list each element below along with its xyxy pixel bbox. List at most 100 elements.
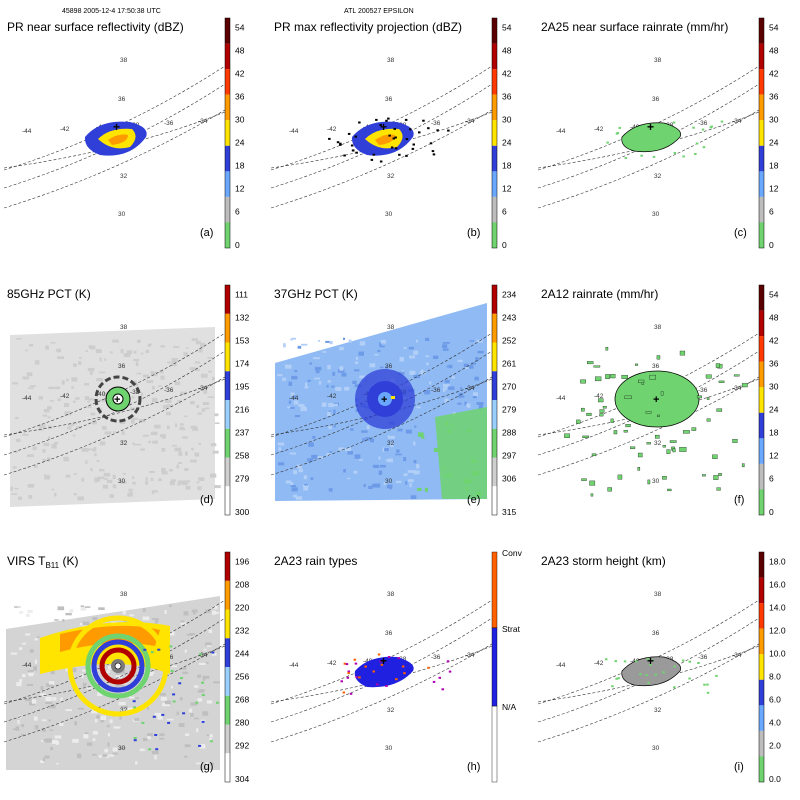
colorbar-label: 18: [769, 161, 779, 171]
colorbar-segment: [492, 313, 497, 343]
lat-tick-label: 30: [652, 211, 660, 218]
lon-tick-label: -44: [556, 662, 566, 669]
colorbar-segment: [225, 18, 230, 44]
colorbar-label: 54: [769, 23, 779, 33]
colorbar-label: 132: [235, 313, 249, 323]
colorbar-label: 220: [235, 603, 249, 613]
storm-center-icon: +: [647, 654, 654, 668]
colorbar-segment: [491, 551, 498, 629]
colorbar-segment: [492, 69, 497, 95]
colorbar-label: 279: [235, 474, 249, 484]
colorbar-label: 304: [235, 774, 249, 784]
colorbar-label: 111: [235, 290, 248, 300]
colorbar-label: 297: [502, 451, 516, 461]
colorbar-label: 18: [769, 428, 779, 438]
lat-tick-label: 32: [387, 707, 395, 714]
colorbar-label: 48: [769, 313, 779, 323]
chart-title: VIRS TB11 (K): [7, 554, 78, 570]
colorbar-segment: [759, 705, 764, 731]
colorbar-label: 256: [235, 672, 249, 682]
colorbar-segment: [759, 552, 764, 578]
storm-field: [40, 615, 219, 751]
lon-tick-label: -36: [164, 120, 174, 127]
colorbar-segment: [225, 638, 230, 668]
colorbar-label: Strat: [502, 624, 521, 634]
lon-tick-label: -36: [431, 387, 441, 394]
colorbar-label: 6.0: [769, 695, 781, 705]
lon-tick-label: -42: [60, 126, 70, 133]
colorbar-segment: [225, 724, 230, 754]
lon-tick-label: -34: [465, 385, 475, 392]
panel-label: (g): [200, 761, 213, 773]
lat-tick-label: 36: [652, 363, 660, 370]
lon-tick-label: -44: [556, 395, 566, 402]
colorbar-label: 30: [502, 115, 512, 125]
panel-label: (f): [734, 494, 744, 506]
colorbar-label: 12: [235, 184, 245, 194]
colorbar-segment: [492, 400, 497, 429]
colorbar-label: 195: [235, 382, 249, 392]
colorbar-label: 6: [502, 207, 507, 217]
colorbar-segment: [759, 285, 764, 311]
colorbar-segment: [492, 371, 497, 401]
colorbar-label: 6: [769, 207, 774, 217]
colorbar-segment: [225, 120, 230, 146]
colorbar-segment: [492, 145, 497, 172]
colorbar-label: 6: [769, 474, 774, 484]
colorbar-segment: [491, 705, 498, 783]
lon-tick-label: -36: [698, 120, 708, 127]
lon-tick-label: -34: [198, 385, 208, 392]
colorbar-segment: [492, 486, 497, 516]
colorbar-segment: [759, 463, 764, 490]
colorbar-label: 54: [769, 290, 779, 300]
lat-tick-label: 32: [120, 173, 128, 180]
colorbar-label: 36: [769, 92, 779, 102]
chart-title-subscript: B11: [45, 561, 59, 570]
colorbar-segment: [759, 18, 764, 44]
lon-tick-label: -34: [732, 652, 742, 659]
lat-tick-label: 38: [120, 324, 128, 331]
colorbar-label: 6: [235, 207, 240, 217]
storm-center-icon: +: [380, 120, 387, 134]
colorbar-segment: [759, 387, 764, 413]
storm-center-icon: +: [647, 120, 654, 134]
storm-field: [564, 347, 748, 497]
panel-label: (c): [734, 227, 747, 239]
lat-tick-label: 38: [387, 57, 395, 64]
colorbar-label: 36: [502, 92, 512, 102]
chart-title-unit: (K): [59, 554, 78, 568]
colorbar-segment: [759, 43, 764, 70]
colorbar-label: 18: [502, 161, 512, 171]
colorbar-segment: [759, 577, 764, 604]
panel-label: (b): [467, 227, 480, 239]
colorbar-label: 216: [235, 405, 249, 415]
colorbar-label: 18.0: [769, 557, 786, 567]
colorbar-segment: [225, 486, 230, 516]
lon-tick-label: -36: [431, 654, 441, 661]
colorbar-label: 243: [502, 313, 516, 323]
colorbar-label: 14.0: [769, 603, 786, 613]
storm-name-header: ATL 200527 EPSILON: [344, 8, 414, 15]
lat-tick-label: 32: [654, 173, 662, 180]
colorbar-label: 244: [235, 649, 249, 659]
colorbar-segment: [759, 628, 764, 655]
lon-tick-label: -34: [465, 652, 475, 659]
colorbar-label: 196: [235, 557, 249, 567]
colorbar-segment: [225, 753, 230, 783]
colorbar-label: 258: [235, 451, 249, 461]
colorbar-label: 279: [502, 405, 516, 415]
colorbar-segment: [492, 18, 497, 44]
colorbar-segment: [759, 310, 764, 337]
panel-label: (d): [200, 494, 213, 506]
chart-title: 2A23 storm height (km): [541, 554, 666, 568]
lon-tick-label: -44: [22, 662, 32, 669]
colorbar-segment: [225, 371, 230, 401]
colorbar-segment: [759, 361, 764, 388]
colorbar-label: 12: [769, 184, 779, 194]
chart-title: 37GHz PCT (K): [274, 287, 358, 301]
lat-tick-label: 30: [385, 478, 393, 485]
